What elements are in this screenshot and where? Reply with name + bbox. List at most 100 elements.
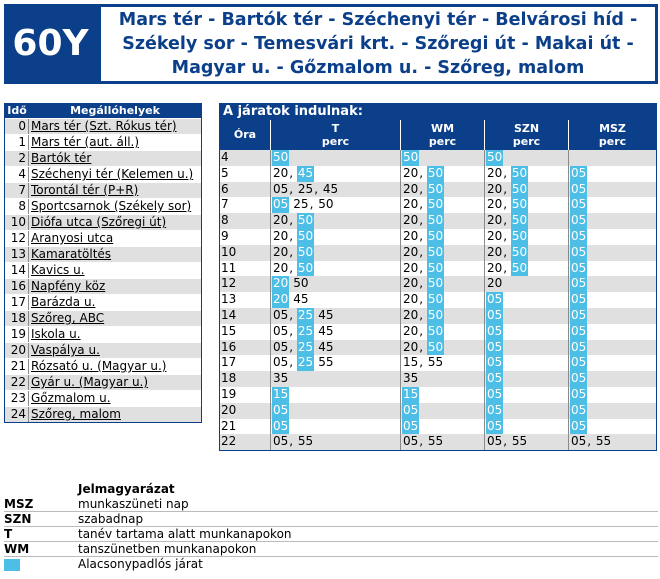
departure-hour: 22 — [221, 434, 237, 449]
minute: 20 — [487, 197, 503, 212]
stop-link[interactable]: Iskola u. — [31, 327, 81, 341]
departure-row: 22 05, 55 05, 55 05, 55 05, 55 — [220, 434, 656, 451]
departure-cell-szn: 05 — [484, 418, 568, 435]
departure-cell-wm: 15 — [400, 386, 484, 403]
stop-link[interactable]: Sportcsarnok (Székely sor) — [31, 199, 192, 213]
stop-link[interactable]: Mars tér (aut. áll.) — [31, 135, 140, 149]
departure-cell-t: 05, 25 45 — [270, 307, 400, 324]
minute-low-floor: 05 — [402, 402, 420, 419]
stop-link[interactable]: Bartók tér — [31, 151, 92, 165]
departure-row: 6 05, 25, 45 20, 50 20, 50 05 — [220, 181, 656, 198]
departure-hour: 9 — [221, 228, 229, 243]
separator: , — [503, 213, 511, 228]
minute: 20 — [403, 244, 419, 259]
separator: , — [289, 434, 297, 449]
departure-row: 16 05, 25 45 20, 50 05 05 — [220, 339, 656, 356]
minute: 20 — [273, 244, 289, 259]
stop-link[interactable]: Kavics u. — [31, 263, 85, 277]
stop-row: 13 Kamaratöltés — [5, 246, 201, 262]
departure-cell-szn: 20, 50 — [484, 260, 568, 277]
departure-hour: 21 — [221, 418, 237, 433]
stop-link[interactable]: Kamaratöltés — [31, 247, 112, 261]
minute: 20 — [273, 165, 289, 180]
departure-cell-msz: 05 — [568, 355, 656, 372]
stop-link[interactable]: Diófa utca (Szőregi út) — [31, 215, 167, 229]
legend-row: MSZ munkaszüneti nap — [4, 497, 658, 512]
stop-link[interactable]: Barázda u. — [31, 295, 96, 309]
stop-link[interactable]: Mars tér (Szt. Rókus tér) — [31, 119, 177, 133]
minute-low-floor: 15 — [272, 386, 290, 403]
separator: , — [419, 213, 427, 228]
stop-link[interactable]: Szőreg, malom — [31, 407, 121, 421]
stop-time-offset: 12 — [5, 231, 29, 246]
departure-cell-szn: 05 — [484, 371, 568, 387]
separator: , — [289, 228, 297, 243]
minute-low-floor: 05 — [570, 307, 588, 324]
minute-low-floor: 05 — [570, 402, 588, 419]
stop-time-offset: 24 — [5, 407, 29, 422]
stop-row: 20 Vaspálya u. — [5, 342, 201, 358]
legend-row: SZN szabadnap — [4, 512, 658, 527]
separator: , — [419, 276, 427, 291]
route-title-line: Mars tér - Bartók tér - Széchenyi tér - … — [118, 10, 638, 30]
departure-hour: 4 — [221, 150, 229, 164]
stop-row: 24 Szőreg, malom — [5, 406, 201, 422]
route-title: Mars tér - Bartók tér - Széchenyi tér - … — [101, 7, 655, 81]
departure-cell-szn: 05 — [484, 402, 568, 419]
stop-link[interactable]: Rózsató u. (Magyar u.) — [31, 359, 167, 373]
stop-time-offset: 19 — [5, 327, 29, 342]
separator: , — [289, 244, 297, 259]
stop-row: 1 Mars tér (aut. áll.) — [5, 134, 201, 150]
legend-desc: Alacsonypadlós járat — [78, 557, 203, 571]
stop-row: 10 Diófa utca (Szőregi út) — [5, 214, 201, 230]
minute: 05 — [273, 355, 289, 370]
minute-low-floor: 05 — [570, 165, 588, 182]
stop-link[interactable]: Napfény köz — [31, 279, 106, 293]
stop-link[interactable]: Vaspálya u. — [31, 343, 100, 357]
minute-low-floor: 05 — [486, 418, 504, 435]
departure-cell-t: 15 — [270, 386, 400, 403]
separator: , — [419, 197, 427, 212]
legend-key — [4, 557, 78, 571]
minute: 45 — [318, 339, 334, 354]
stop-time-offset: 8 — [5, 199, 29, 214]
departure-hour: 7 — [221, 197, 229, 212]
minute-low-floor: 05 — [486, 371, 504, 387]
stop-row: 7 Torontál tér (P+R) — [5, 182, 201, 198]
departure-cell-szn: 20, 50 — [484, 213, 568, 229]
minute-low-floor: 05 — [486, 402, 504, 419]
departure-cell-szn: 20, 50 — [484, 181, 568, 198]
departure-cell-szn: 20 — [484, 276, 568, 293]
minute: 05 — [273, 181, 289, 196]
stop-link[interactable]: Aranyosi utca — [31, 231, 114, 245]
departure-hour: 16 — [221, 339, 237, 354]
stop-link[interactable]: Torontál tér (P+R) — [31, 183, 139, 197]
legend-row: WM tanszünetben munkanapokon — [4, 542, 658, 557]
stop-row: 4 Széchenyi tér (Kelemen u.) — [5, 166, 201, 182]
stop-link[interactable]: Széchenyi tér (Kelemen u.) — [31, 167, 194, 181]
stop-link[interactable]: Gyár u. (Magyar u.) — [31, 375, 149, 389]
minute-low-floor: 50 — [426, 260, 445, 277]
route-title-line: Magyar u. - Gőzmalom u. - Szőreg, malom — [171, 58, 585, 78]
departure-hour: 10 — [221, 244, 237, 259]
stop-link[interactable]: Szőreg, ABC — [31, 311, 105, 325]
route-header: 60Y Mars tér - Bartók tér - Széchenyi té… — [4, 4, 658, 84]
departure-cell-wm: 05 — [400, 418, 484, 435]
col-wm-label: WM — [430, 122, 455, 135]
minute-low-floor: 05 — [272, 418, 290, 435]
departure-cell-msz: 05 — [568, 371, 656, 387]
stop-row: 16 Napfény köz — [5, 278, 201, 294]
separator: , — [419, 244, 427, 259]
minute-low-floor: 05 — [570, 213, 588, 229]
departure-cell-msz: 05, 55 — [568, 434, 656, 451]
minute: 20 — [487, 228, 503, 243]
stop-link[interactable]: Gőzmalom u. — [31, 391, 111, 405]
departure-row: 7 05 25, 50 20, 50 20, 50 05 — [220, 197, 656, 214]
minute: 45 — [322, 181, 339, 196]
separator: , — [419, 260, 427, 275]
departure-hour: 19 — [221, 386, 237, 401]
stop-row: 14 Kavics u. — [5, 262, 201, 278]
departure-cell-wm: 20, 50 — [400, 260, 484, 277]
minute-low-floor: 50 — [426, 307, 445, 324]
